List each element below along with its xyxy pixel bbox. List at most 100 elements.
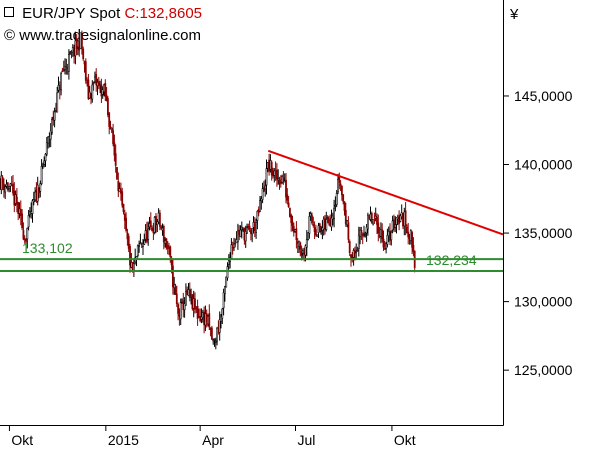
- candle-body: [325, 219, 328, 230]
- candle-body: [114, 153, 117, 166]
- candle-body: [233, 243, 235, 248]
- candle-body: [359, 229, 362, 237]
- candle-body: [287, 202, 290, 208]
- candle-body: [312, 224, 315, 226]
- candle-body: [40, 166, 43, 184]
- candle-body: [47, 136, 50, 144]
- candle-body: [343, 201, 346, 211]
- candle-body: [21, 213, 24, 229]
- candle-body: [352, 250, 355, 258]
- candle-body: [126, 232, 129, 240]
- candle-body: [149, 220, 152, 228]
- candle-body: [366, 214, 369, 230]
- candle-body: [196, 306, 199, 319]
- candle-body: [143, 240, 146, 245]
- candle-body: [218, 319, 221, 333]
- candle-body: [84, 61, 87, 81]
- candle-body: [224, 285, 226, 294]
- candle-body: [214, 341, 217, 343]
- candle-body: [17, 201, 20, 215]
- candle-body: [357, 234, 360, 250]
- candle-body: [125, 217, 128, 231]
- candle-body: [318, 223, 321, 233]
- candle-body: [166, 245, 169, 249]
- candle-body: [87, 79, 90, 100]
- currency-symbol: ¥: [510, 6, 519, 23]
- copyright-icon: ©: [4, 27, 16, 44]
- candle-body: [308, 216, 311, 234]
- candle-body: [155, 215, 157, 225]
- candle-body: [43, 160, 46, 165]
- candle-body: [395, 217, 398, 225]
- y-tick-label: 130,0000: [514, 294, 573, 310]
- candle-body: [200, 316, 203, 320]
- candle-body: [295, 228, 298, 241]
- candle-body: [314, 229, 317, 236]
- candle-body: [175, 293, 178, 304]
- support-level-label: 132,234: [426, 252, 477, 268]
- candle-body: [262, 187, 265, 192]
- candle-body: [244, 231, 247, 242]
- candle-body: [27, 215, 30, 228]
- candle-body: [31, 200, 34, 214]
- candle-body: [12, 183, 14, 194]
- candle-body: [23, 238, 26, 241]
- candle-body: [179, 302, 182, 320]
- candle-body: [273, 170, 276, 176]
- candle-body: [286, 194, 289, 201]
- candle-body: [386, 234, 389, 245]
- candle-body: [390, 231, 393, 241]
- axes: 125,0000 130,0000 135,0000 140,0000 145,0000…: [0, 0, 573, 448]
- candle-body: [107, 98, 109, 116]
- candle-body: [221, 308, 224, 319]
- candle-body: [19, 209, 22, 216]
- candle-body: [162, 226, 165, 243]
- candle-body: [174, 286, 177, 295]
- y-tick-label: 135,0000: [514, 225, 573, 241]
- candle-body: [333, 207, 336, 219]
- candle-body: [347, 222, 350, 240]
- candle-body: [265, 168, 268, 186]
- resistance-trendline: [267, 149, 504, 236]
- candle-body: [169, 246, 172, 258]
- candle-body: [216, 327, 219, 342]
- candle-body: [299, 242, 302, 250]
- candle-body: [239, 229, 242, 238]
- candle-body: [123, 213, 126, 221]
- candle-body: [15, 196, 18, 205]
- candle-body: [275, 169, 278, 180]
- candle-body: [208, 313, 211, 328]
- candle-body: [311, 215, 313, 224]
- candle-body: [69, 52, 72, 54]
- instrument-label: EUR/JPY Spot: [22, 5, 121, 22]
- candle-body: [301, 250, 304, 254]
- candle-body: [112, 130, 115, 144]
- candle-body: [101, 89, 104, 95]
- candle-body: [160, 226, 163, 229]
- candle-body: [340, 185, 343, 196]
- candle-body: [165, 238, 168, 249]
- candle-body: [376, 216, 378, 225]
- candle-body: [60, 73, 63, 91]
- candle-body: [330, 217, 333, 228]
- candle-body: [404, 210, 407, 226]
- candle-body: [248, 226, 251, 230]
- x-tick-label: Okt: [11, 432, 33, 448]
- candle-body: [360, 229, 363, 233]
- candle-body: [338, 176, 341, 183]
- candle-body: [82, 48, 85, 60]
- candle-body: [339, 183, 342, 186]
- candle-body: [264, 185, 267, 190]
- candle-body: [256, 211, 259, 221]
- candle-body: [377, 222, 380, 234]
- x-tick-label: 2015: [108, 432, 139, 448]
- candle-body: [117, 181, 120, 191]
- candle-body: [97, 81, 100, 85]
- candle-body: [255, 222, 258, 233]
- candle-body: [290, 214, 293, 224]
- candle-body: [259, 200, 261, 212]
- candle-body: [121, 191, 124, 206]
- candle-body: [26, 228, 29, 240]
- candle-body: [25, 239, 27, 242]
- candle-body: [372, 219, 375, 225]
